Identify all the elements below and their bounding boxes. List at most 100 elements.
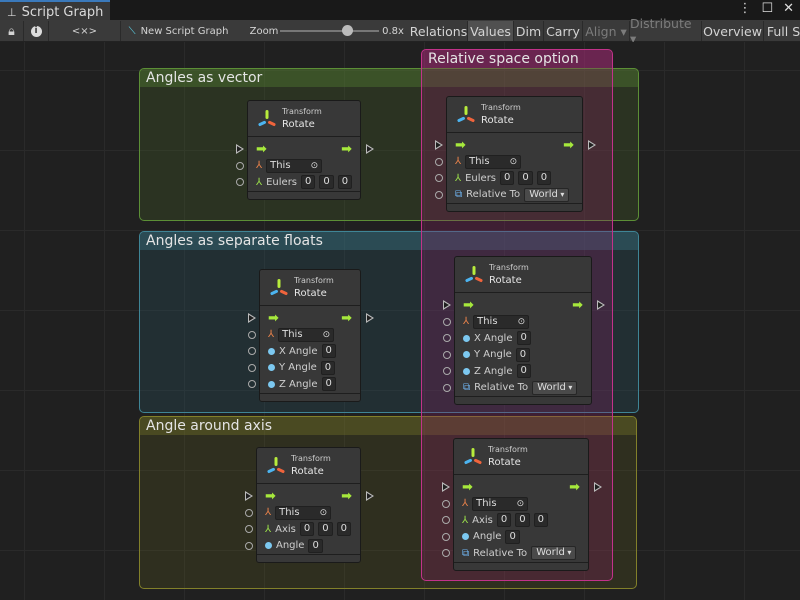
target-icon[interactable]: ⊙ [319, 507, 328, 518]
object-field[interactable]: This ⊙ [278, 327, 335, 342]
value-input-port[interactable] [435, 157, 443, 166]
vector-component-field[interactable]: 0 [319, 175, 334, 189]
toolbar-button-relations[interactable]: Relations [410, 21, 468, 41]
value-input-port[interactable] [248, 363, 256, 372]
value-input-port[interactable] [443, 334, 451, 342]
value-input-port[interactable] [245, 525, 253, 533]
float-field[interactable]: 0 [320, 360, 336, 375]
toolbar-button-align[interactable]: Align ▾ [583, 21, 630, 41]
vector-component-field[interactable]: 0 [533, 513, 548, 527]
tab-script-graph[interactable]: ⊥ Script Graph [0, 0, 110, 21]
value-input-port[interactable] [248, 380, 256, 388]
toolbar-button-dim[interactable]: Dim [514, 21, 544, 41]
group-title[interactable]: Angles as vector [140, 69, 638, 87]
flow-input-port[interactable] [245, 491, 253, 501]
target-icon[interactable]: ⊙ [509, 156, 518, 167]
float-field[interactable]: 0 [515, 347, 531, 362]
group-title[interactable]: Angle around axis [140, 417, 636, 435]
value-input-port[interactable] [442, 516, 450, 524]
value-input-port[interactable] [443, 317, 451, 326]
node-transform-rotate[interactable]: Transform Rotate ➡ ➡ ⅄ This ⊙ X Angle 0 Y Angle 0 Z… [443, 256, 605, 405]
toolbar-button-fulls[interactable]: Full S [764, 21, 800, 41]
node-transform-rotate[interactable]: Transform Rotate ➡ ➡ ⅄ This ⊙ X Angle 0 Y Angle 0 Z… [248, 269, 374, 402]
node-transform-rotate[interactable]: Transform Rotate ➡ ➡ ⅄ This ⊙ ⅄ Axis 0 0 0 Angle 0 ⧉ Re… [442, 438, 602, 571]
target-icon[interactable]: ⊙ [322, 329, 331, 340]
vector-component-field[interactable]: 0 [336, 522, 351, 536]
value-input-port[interactable] [435, 174, 443, 182]
flow-output-port[interactable] [366, 491, 374, 501]
object-field[interactable]: This ⊙ [473, 314, 530, 329]
float-field[interactable]: 0 [308, 538, 323, 553]
flow-input-port[interactable] [248, 313, 256, 323]
float-field[interactable]: 0 [505, 529, 520, 544]
enum-dropdown[interactable]: World ▾ [524, 187, 570, 202]
object-field[interactable]: This ⊙ [275, 505, 332, 520]
group-title[interactable]: Relative space option [422, 50, 612, 68]
vector-component-field[interactable]: 0 [536, 171, 552, 185]
value-input-port[interactable] [248, 347, 256, 355]
toolbar-button-carry[interactable]: Carry [544, 21, 583, 41]
vector-component-field[interactable]: 0 [518, 171, 533, 185]
flow-input-port[interactable] [236, 144, 244, 154]
object-field[interactable]: This ⊙ [266, 158, 323, 173]
value-input-port[interactable] [442, 499, 450, 508]
node-transform-rotate[interactable]: Transform Rotate ➡ ➡ ⅄ This ⊙ ⅄ Eulers 0 0 0 [236, 100, 374, 200]
graph-canvas[interactable]: Angles as vector Angles as separate float… [0, 42, 800, 600]
maximize-icon[interactable]: ☐ [761, 1, 774, 16]
object-field[interactable]: This ⊙ [472, 496, 529, 511]
target-icon[interactable]: ⊙ [516, 498, 525, 509]
vector-component-field[interactable]: 0 [515, 513, 530, 527]
vector-component-field[interactable]: 0 [500, 171, 515, 185]
flow-output-port[interactable] [588, 140, 596, 150]
vector-component-field[interactable]: 0 [301, 175, 316, 189]
enum-dropdown[interactable]: World ▾ [532, 380, 578, 395]
node-transform-rotate[interactable]: Transform Rotate ➡ ➡ ⅄ This ⊙ ⅄ Axis 0 0 0 Angle 0 [245, 447, 374, 563]
value-input-port[interactable] [245, 508, 253, 517]
float-field[interactable]: 0 [516, 364, 531, 378]
toolbar-button-overview[interactable]: Overview [702, 21, 764, 41]
value-input-port[interactable] [236, 161, 244, 170]
node-transform-rotate[interactable]: Transform Rotate ➡ ➡ ⅄ This ⊙ ⅄ Eulers 0 0 0 ⧉ Relati… [435, 96, 596, 212]
flow-output-port[interactable] [597, 300, 605, 310]
value-input-port[interactable] [443, 350, 451, 359]
zoom-slider-handle[interactable] [342, 25, 353, 36]
toolbar-button-distribute[interactable]: Distribute ▾ [630, 16, 702, 46]
flow-input-port[interactable] [443, 300, 451, 310]
value-input-port[interactable] [248, 330, 256, 339]
enum-dropdown[interactable]: World ▾ [531, 546, 577, 560]
value-input-port[interactable] [442, 532, 450, 541]
value-input-port[interactable] [245, 541, 253, 550]
more-icon[interactable]: ⋮ [738, 1, 752, 16]
flow-output-port[interactable] [594, 482, 602, 492]
vector-component-field[interactable]: 0 [299, 522, 315, 536]
float-field[interactable]: 0 [516, 331, 531, 345]
flow-output-port[interactable] [366, 313, 374, 323]
vector-component-field[interactable]: 0 [318, 522, 333, 536]
value-input-port[interactable] [443, 367, 451, 375]
close-icon[interactable]: ✕ [783, 1, 794, 16]
float-field[interactable]: 0 [321, 377, 336, 391]
zoom-slider[interactable] [280, 25, 379, 36]
variables-button[interactable]: <×> [49, 21, 121, 41]
value-input-port[interactable] [236, 178, 244, 186]
flow-input-port[interactable] [442, 482, 450, 492]
value-input-port[interactable] [442, 549, 450, 557]
node-footer [454, 561, 588, 570]
vector-component-field[interactable]: 0 [337, 175, 353, 189]
target-icon[interactable]: ⊙ [517, 316, 526, 327]
flow-output-port[interactable] [366, 144, 374, 154]
group-angles-as-vector[interactable]: Angles as vector [139, 68, 639, 221]
vector-component-field[interactable]: 0 [496, 513, 512, 527]
node-row-flow: ➡ ➡ [443, 297, 605, 313]
value-input-port[interactable] [435, 190, 443, 199]
toolbar-button-values[interactable]: Values [468, 21, 514, 41]
new-script-graph-button[interactable]: ⟍ New Script Graph [128, 25, 229, 37]
float-field[interactable]: 0 [321, 344, 336, 358]
flow-input-port[interactable] [435, 140, 443, 150]
target-icon[interactable]: ⊙ [310, 160, 319, 171]
lock-button[interactable]: 🔒︎ [0, 21, 24, 41]
group-title[interactable]: Angles as separate floats [140, 232, 638, 250]
value-input-port[interactable] [443, 383, 451, 392]
info-button[interactable]: i [24, 21, 49, 41]
object-field[interactable]: This ⊙ [465, 154, 522, 169]
